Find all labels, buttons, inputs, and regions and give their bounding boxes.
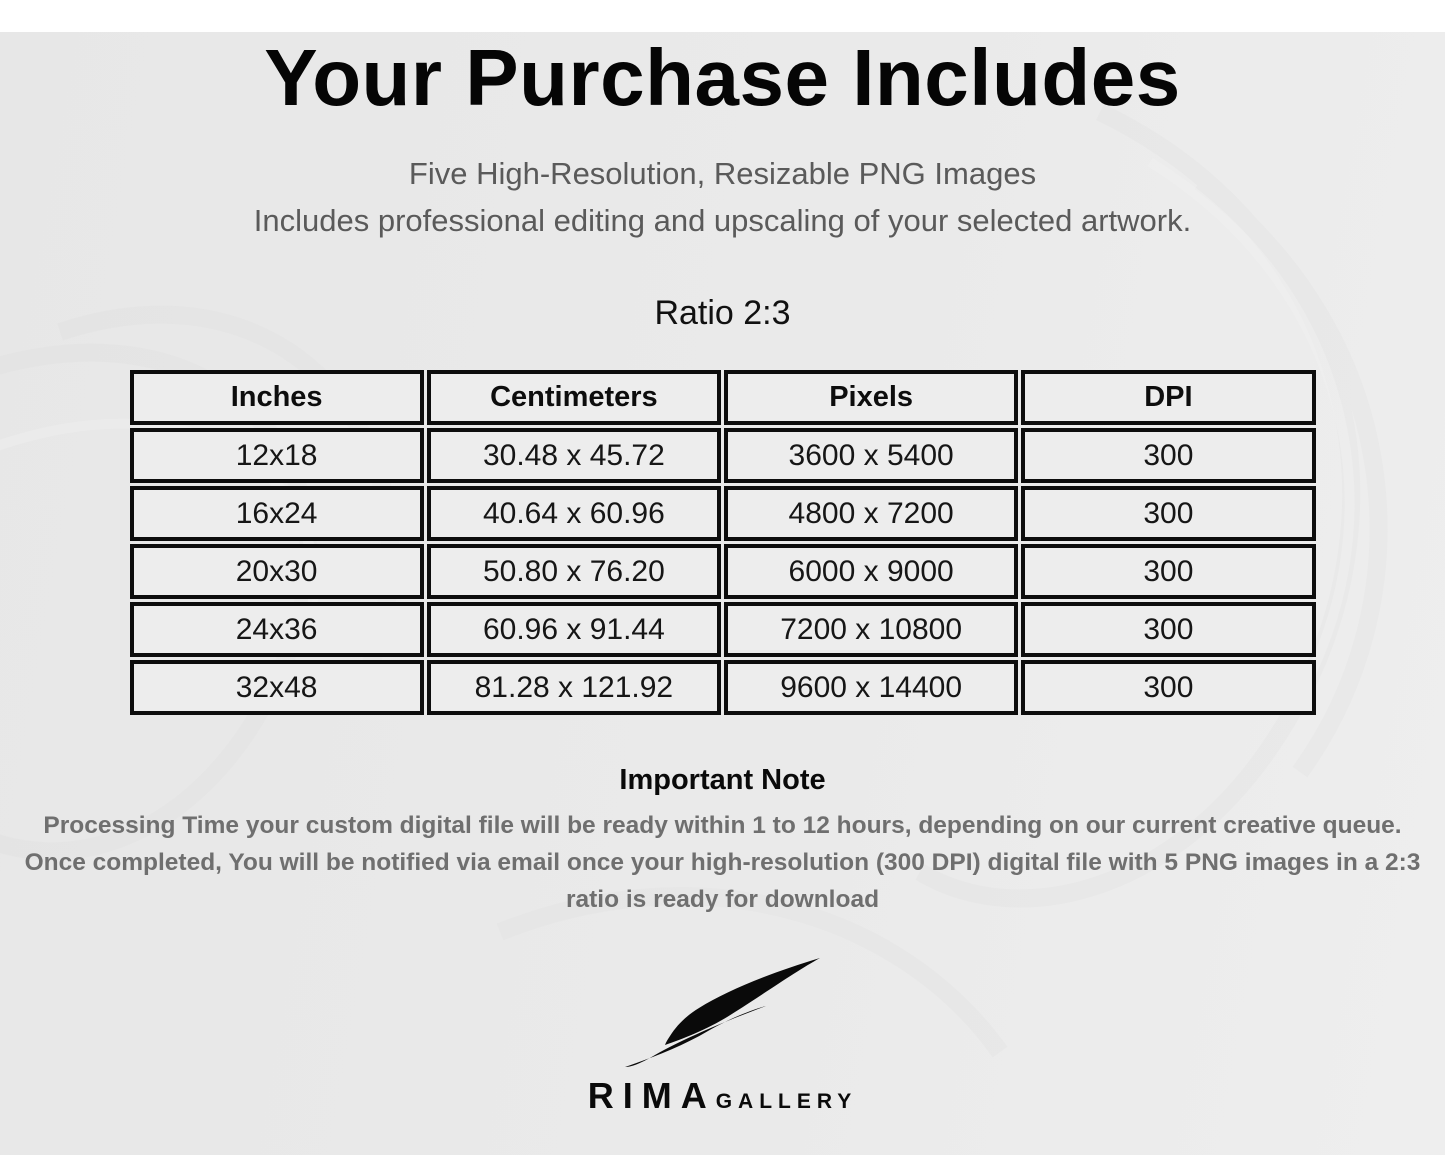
table-cell: 50.80 x 76.20 [426, 544, 721, 599]
table-cell: 300 [1021, 602, 1316, 657]
table-cell: 20x30 [129, 544, 424, 599]
subtitle-line-1: Five High-Resolution, Resizable PNG Imag… [408, 156, 1037, 191]
table-cell: 3600 x 5400 [724, 428, 1019, 483]
brand-footer: RIMA GALLERY [0, 954, 1445, 1117]
table-cell: 4800 x 7200 [724, 486, 1019, 541]
table-cell: 81.28 x 121.92 [426, 660, 721, 715]
table-cell: 24x36 [129, 602, 424, 657]
table-row: 12x18 30.48 x 45.72 3600 x 5400 300 [129, 428, 1316, 483]
content-column: Your Purchase Includes Five High-Resolut… [0, 32, 1445, 1117]
note-body: Processing Time your custom digital file… [24, 812, 1421, 913]
brand-name: RIMA [587, 1075, 716, 1116]
page-title: Your Purchase Includes [264, 33, 1181, 122]
col-header-pixels: Pixels [724, 370, 1019, 425]
table-cell: 60.96 x 91.44 [426, 602, 721, 657]
note-heading: Important Note [619, 764, 826, 796]
table-row: 20x30 50.80 x 76.20 6000 x 9000 300 [129, 544, 1316, 599]
brand-suffix: GALLERY [715, 1090, 858, 1113]
table-cell: 300 [1021, 486, 1316, 541]
col-header-inches: Inches [129, 370, 424, 425]
brand-wordmark: RIMA GALLERY [588, 1075, 858, 1117]
col-header-dpi: DPI [1021, 370, 1316, 425]
table-cell: 40.64 x 60.96 [426, 486, 721, 541]
ratio-heading: Ratio 2:3 [654, 294, 791, 332]
subtitle-line-2: Includes professional editing and upscal… [253, 203, 1192, 238]
col-header-centimeters: Centimeters [426, 370, 721, 425]
table-cell: 32x48 [129, 660, 424, 715]
table-cell: 300 [1021, 660, 1316, 715]
table-cell: 7200 x 10800 [724, 602, 1019, 657]
table-cell: 16x24 [129, 486, 424, 541]
table-cell: 30.48 x 45.72 [426, 428, 721, 483]
table-cell: 12x18 [129, 428, 424, 483]
table-cell: 9600 x 14400 [724, 660, 1019, 715]
table-cell: 300 [1021, 428, 1316, 483]
swoosh-icon [624, 958, 820, 1067]
table-row: 16x24 40.64 x 60.96 4800 x 7200 300 [129, 486, 1316, 541]
subtitle: Five High-Resolution, Resizable PNG Imag… [0, 150, 1445, 244]
purchase-includes-page: Your Purchase Includes Five High-Resolut… [0, 32, 1445, 1155]
table-cell: 6000 x 9000 [724, 544, 1019, 599]
size-table: Inches Centimeters Pixels DPI 12x18 30.4… [127, 367, 1319, 718]
table-header-row: Inches Centimeters Pixels DPI [129, 370, 1316, 425]
table-cell: 300 [1021, 544, 1316, 599]
table-row: 24x36 60.96 x 91.44 7200 x 10800 300 [129, 602, 1316, 657]
table-row: 32x48 81.28 x 121.92 9600 x 14400 300 [129, 660, 1316, 715]
